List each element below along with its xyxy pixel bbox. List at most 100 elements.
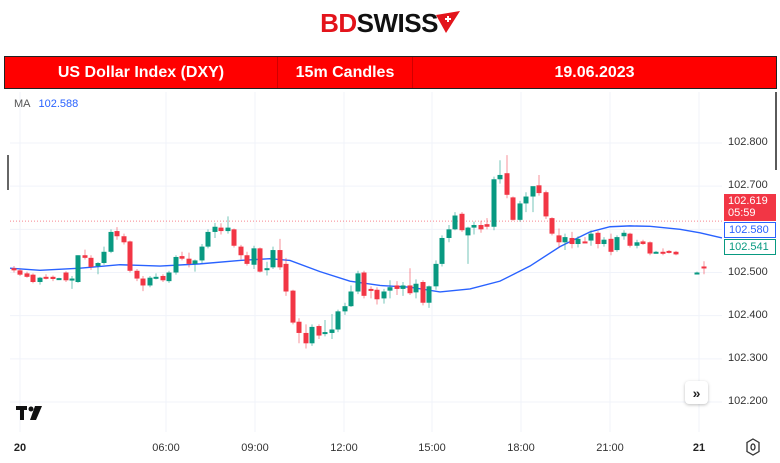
candle bbox=[186, 258, 192, 264]
candle bbox=[497, 174, 503, 180]
price-tick-label: 102.500 bbox=[728, 265, 768, 278]
instrument-title: US Dollar Index (DXY) bbox=[5, 57, 278, 88]
scroll-to-realtime-button[interactable]: » bbox=[685, 381, 708, 404]
price-tick-label: 102.700 bbox=[728, 179, 768, 192]
tradingview-logo-icon bbox=[16, 406, 42, 420]
candle bbox=[387, 287, 393, 291]
candle bbox=[381, 291, 387, 299]
time-tick-label: 18:00 bbox=[507, 442, 535, 454]
time-tick-label: 20 bbox=[13, 442, 27, 454]
green-price-tag: 102.541 bbox=[724, 239, 776, 255]
candle bbox=[277, 250, 283, 268]
candle bbox=[335, 311, 341, 330]
auto-scale-settings-icon[interactable] bbox=[744, 438, 762, 456]
candle bbox=[368, 288, 374, 291]
time-tick-label: 21:00 bbox=[596, 442, 624, 454]
candle bbox=[569, 237, 575, 245]
candle bbox=[127, 241, 133, 271]
candle bbox=[471, 225, 477, 228]
candle bbox=[426, 286, 432, 303]
timeframe-label: 15m Candles bbox=[278, 57, 413, 88]
candle bbox=[556, 235, 562, 243]
candle bbox=[673, 251, 679, 255]
time-tick-label: 06:00 bbox=[152, 442, 180, 454]
candle bbox=[530, 186, 536, 197]
candle bbox=[173, 256, 179, 273]
candle bbox=[231, 229, 237, 246]
time-tick-label: 15:00 bbox=[418, 442, 446, 454]
candle bbox=[43, 276, 49, 279]
candle bbox=[484, 224, 490, 227]
ma-legend-label: MA bbox=[14, 98, 31, 110]
candle bbox=[407, 285, 413, 294]
candlestick-chart[interactable] bbox=[0, 89, 780, 463]
candle bbox=[88, 257, 94, 267]
time-tick-label: 09:00 bbox=[241, 442, 269, 454]
candle bbox=[82, 255, 88, 258]
candle bbox=[433, 263, 439, 287]
candle bbox=[536, 185, 542, 194]
candle bbox=[491, 179, 497, 227]
candle bbox=[37, 277, 43, 283]
logo-part-swiss: SWISS bbox=[356, 8, 439, 38]
candle bbox=[199, 246, 205, 261]
price-tick-label: 102.400 bbox=[728, 308, 768, 321]
candle bbox=[309, 326, 315, 344]
candle bbox=[140, 278, 146, 286]
candle bbox=[95, 263, 101, 267]
candle bbox=[588, 233, 594, 241]
candle bbox=[50, 276, 56, 279]
candle bbox=[549, 218, 555, 234]
ma-legend-value: 102.588 bbox=[38, 98, 79, 110]
ma-legend[interactable]: MA 102.588 bbox=[14, 98, 78, 110]
candle bbox=[134, 270, 140, 279]
candle bbox=[316, 326, 322, 336]
candle bbox=[257, 248, 263, 272]
time-tick-label: 12:00 bbox=[330, 442, 358, 454]
candle bbox=[647, 242, 653, 254]
candle bbox=[218, 227, 224, 232]
logo-part-bd: BD bbox=[320, 8, 357, 38]
candle bbox=[446, 229, 452, 238]
candle bbox=[17, 270, 23, 275]
candle bbox=[653, 251, 659, 254]
candle bbox=[614, 237, 620, 251]
candle bbox=[30, 274, 36, 283]
candle bbox=[238, 246, 244, 256]
candle bbox=[108, 231, 114, 252]
candle bbox=[608, 238, 614, 252]
candle bbox=[251, 248, 257, 265]
candle bbox=[413, 283, 419, 293]
candle bbox=[121, 236, 127, 243]
candle bbox=[101, 251, 107, 264]
ma-price-tag: 102.580 bbox=[724, 222, 776, 238]
candle bbox=[283, 263, 289, 292]
candle bbox=[701, 266, 707, 269]
candle bbox=[694, 272, 700, 275]
candle bbox=[361, 272, 367, 296]
price-tick-label: 102.800 bbox=[728, 136, 768, 148]
candle bbox=[627, 233, 633, 246]
candle bbox=[160, 275, 166, 281]
candle bbox=[504, 173, 510, 195]
candle bbox=[153, 276, 159, 279]
candle bbox=[166, 272, 172, 282]
candle bbox=[582, 241, 588, 244]
candle bbox=[56, 278, 62, 281]
candle bbox=[179, 256, 185, 259]
candle bbox=[465, 227, 471, 236]
double-chevron-right-icon: » bbox=[692, 384, 701, 401]
last-price-tag: 102.619 05:59 bbox=[724, 194, 776, 221]
candle bbox=[348, 291, 354, 307]
candle bbox=[69, 278, 75, 281]
candle bbox=[666, 250, 672, 253]
candle bbox=[75, 255, 81, 283]
candle bbox=[660, 251, 666, 254]
candle bbox=[517, 203, 523, 220]
candle bbox=[523, 196, 529, 204]
candle bbox=[394, 285, 400, 289]
bdswiss-logo: BDSWISS bbox=[0, 8, 780, 40]
candle bbox=[225, 227, 231, 232]
candle bbox=[621, 232, 627, 237]
candle bbox=[640, 241, 646, 245]
